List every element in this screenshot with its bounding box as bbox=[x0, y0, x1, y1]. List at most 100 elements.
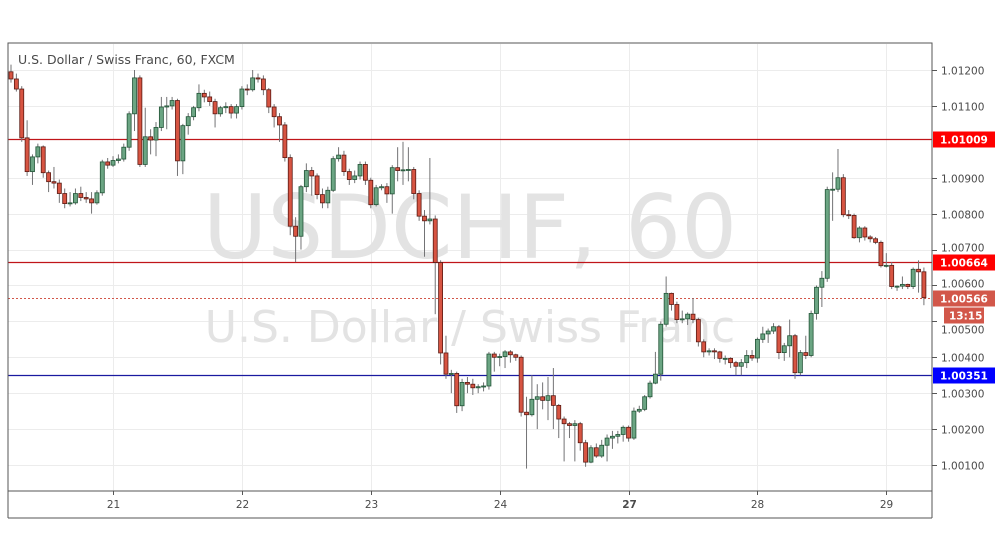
time-tick-label: 28 bbox=[751, 499, 764, 511]
candle-body bbox=[373, 187, 379, 206]
candle-body bbox=[695, 319, 701, 343]
candle-body bbox=[13, 78, 19, 90]
candle-body bbox=[674, 304, 680, 320]
candle-body bbox=[567, 423, 572, 426]
candle-body bbox=[846, 214, 852, 217]
candle bbox=[889, 262, 895, 290]
candle bbox=[126, 111, 132, 151]
candle bbox=[556, 403, 562, 439]
candle-body bbox=[228, 106, 234, 114]
candle bbox=[169, 96, 175, 110]
candle bbox=[760, 326, 766, 343]
candle-body bbox=[142, 136, 148, 165]
candle-body bbox=[653, 373, 658, 384]
candle-body bbox=[180, 125, 186, 162]
candle-body bbox=[309, 170, 315, 177]
candle-body bbox=[223, 106, 229, 109]
chart-title: U.S. Dollar / Swiss Franc, 60, FXCM bbox=[18, 52, 235, 67]
candle-body bbox=[610, 435, 615, 439]
candle bbox=[658, 321, 664, 381]
time-axis[interactable]: 21 22 23 24 27 28 29 bbox=[107, 491, 893, 511]
candle-body bbox=[508, 351, 513, 356]
candle bbox=[776, 324, 782, 360]
candle-body bbox=[878, 241, 884, 267]
candle bbox=[303, 163, 309, 193]
candle-body bbox=[593, 447, 599, 457]
candle-body bbox=[89, 198, 94, 204]
grid bbox=[8, 44, 932, 491]
candle-body bbox=[518, 356, 524, 413]
candle bbox=[749, 350, 755, 361]
candle-body bbox=[658, 323, 664, 375]
candle bbox=[180, 123, 186, 175]
candle-body bbox=[497, 356, 503, 358]
candle-body bbox=[341, 154, 347, 173]
candle bbox=[883, 253, 889, 268]
candle bbox=[604, 434, 610, 462]
candle bbox=[116, 154, 121, 164]
candle bbox=[674, 301, 680, 324]
candle-body bbox=[690, 313, 696, 320]
candle bbox=[400, 141, 406, 185]
candle bbox=[357, 161, 363, 180]
candle bbox=[234, 104, 239, 119]
candle-body bbox=[459, 382, 465, 407]
candle bbox=[824, 186, 830, 282]
candle-body bbox=[416, 193, 422, 217]
candle bbox=[857, 226, 862, 243]
candle-body bbox=[30, 156, 35, 173]
candle bbox=[8, 64, 14, 83]
candle-body bbox=[540, 396, 546, 401]
candle bbox=[755, 337, 760, 363]
candle bbox=[851, 213, 857, 239]
price-tick-label: 1.00600 bbox=[941, 279, 984, 291]
candle bbox=[744, 350, 750, 369]
candle bbox=[685, 312, 691, 325]
price-axis[interactable]: 1.01200 1.01100 1.00900 1.00800 1.00700 1.006… bbox=[932, 66, 984, 473]
candle bbox=[153, 122, 159, 157]
candle bbox=[910, 267, 916, 290]
candle-body bbox=[465, 382, 470, 385]
candle bbox=[78, 186, 84, 202]
candle bbox=[647, 380, 653, 399]
candle bbox=[13, 73, 19, 92]
candle-body bbox=[776, 326, 782, 354]
candle-body bbox=[191, 107, 196, 118]
candle-body bbox=[314, 175, 320, 196]
candle bbox=[588, 445, 594, 464]
candle bbox=[846, 210, 852, 220]
time-tick-label: 29 bbox=[880, 499, 893, 511]
candle bbox=[427, 157, 433, 225]
horizontal-lines[interactable] bbox=[8, 138, 932, 377]
candle bbox=[373, 184, 379, 207]
candle-body bbox=[577, 423, 583, 444]
candle-body bbox=[921, 271, 927, 299]
candle-body bbox=[781, 345, 787, 354]
candle-body bbox=[83, 197, 89, 200]
candle bbox=[228, 104, 234, 119]
candle bbox=[534, 384, 540, 430]
candle bbox=[792, 333, 798, 379]
time-tick-label: 22 bbox=[236, 499, 249, 511]
candle-body bbox=[755, 338, 760, 359]
price-tick-label: 1.01100 bbox=[941, 102, 984, 114]
watermark-description: U.S. Dollar / Swiss Franc bbox=[205, 302, 735, 353]
candle bbox=[94, 190, 100, 205]
candle bbox=[733, 360, 739, 376]
candle bbox=[663, 276, 669, 327]
candle bbox=[255, 73, 261, 83]
countdown-label: 13:15 bbox=[949, 311, 982, 323]
candle-body bbox=[368, 179, 374, 206]
candle bbox=[384, 183, 390, 203]
candle-body bbox=[636, 408, 642, 412]
candle-body bbox=[599, 444, 605, 457]
candle-body bbox=[443, 352, 449, 375]
candle-body bbox=[454, 373, 460, 407]
candle bbox=[287, 154, 293, 236]
candle-body bbox=[529, 398, 535, 416]
horizontal-line-label: 1.00664 bbox=[940, 258, 988, 270]
price-tick-label: 1.00700 bbox=[941, 243, 984, 255]
candle-body bbox=[201, 92, 207, 98]
candle-body bbox=[116, 158, 121, 161]
